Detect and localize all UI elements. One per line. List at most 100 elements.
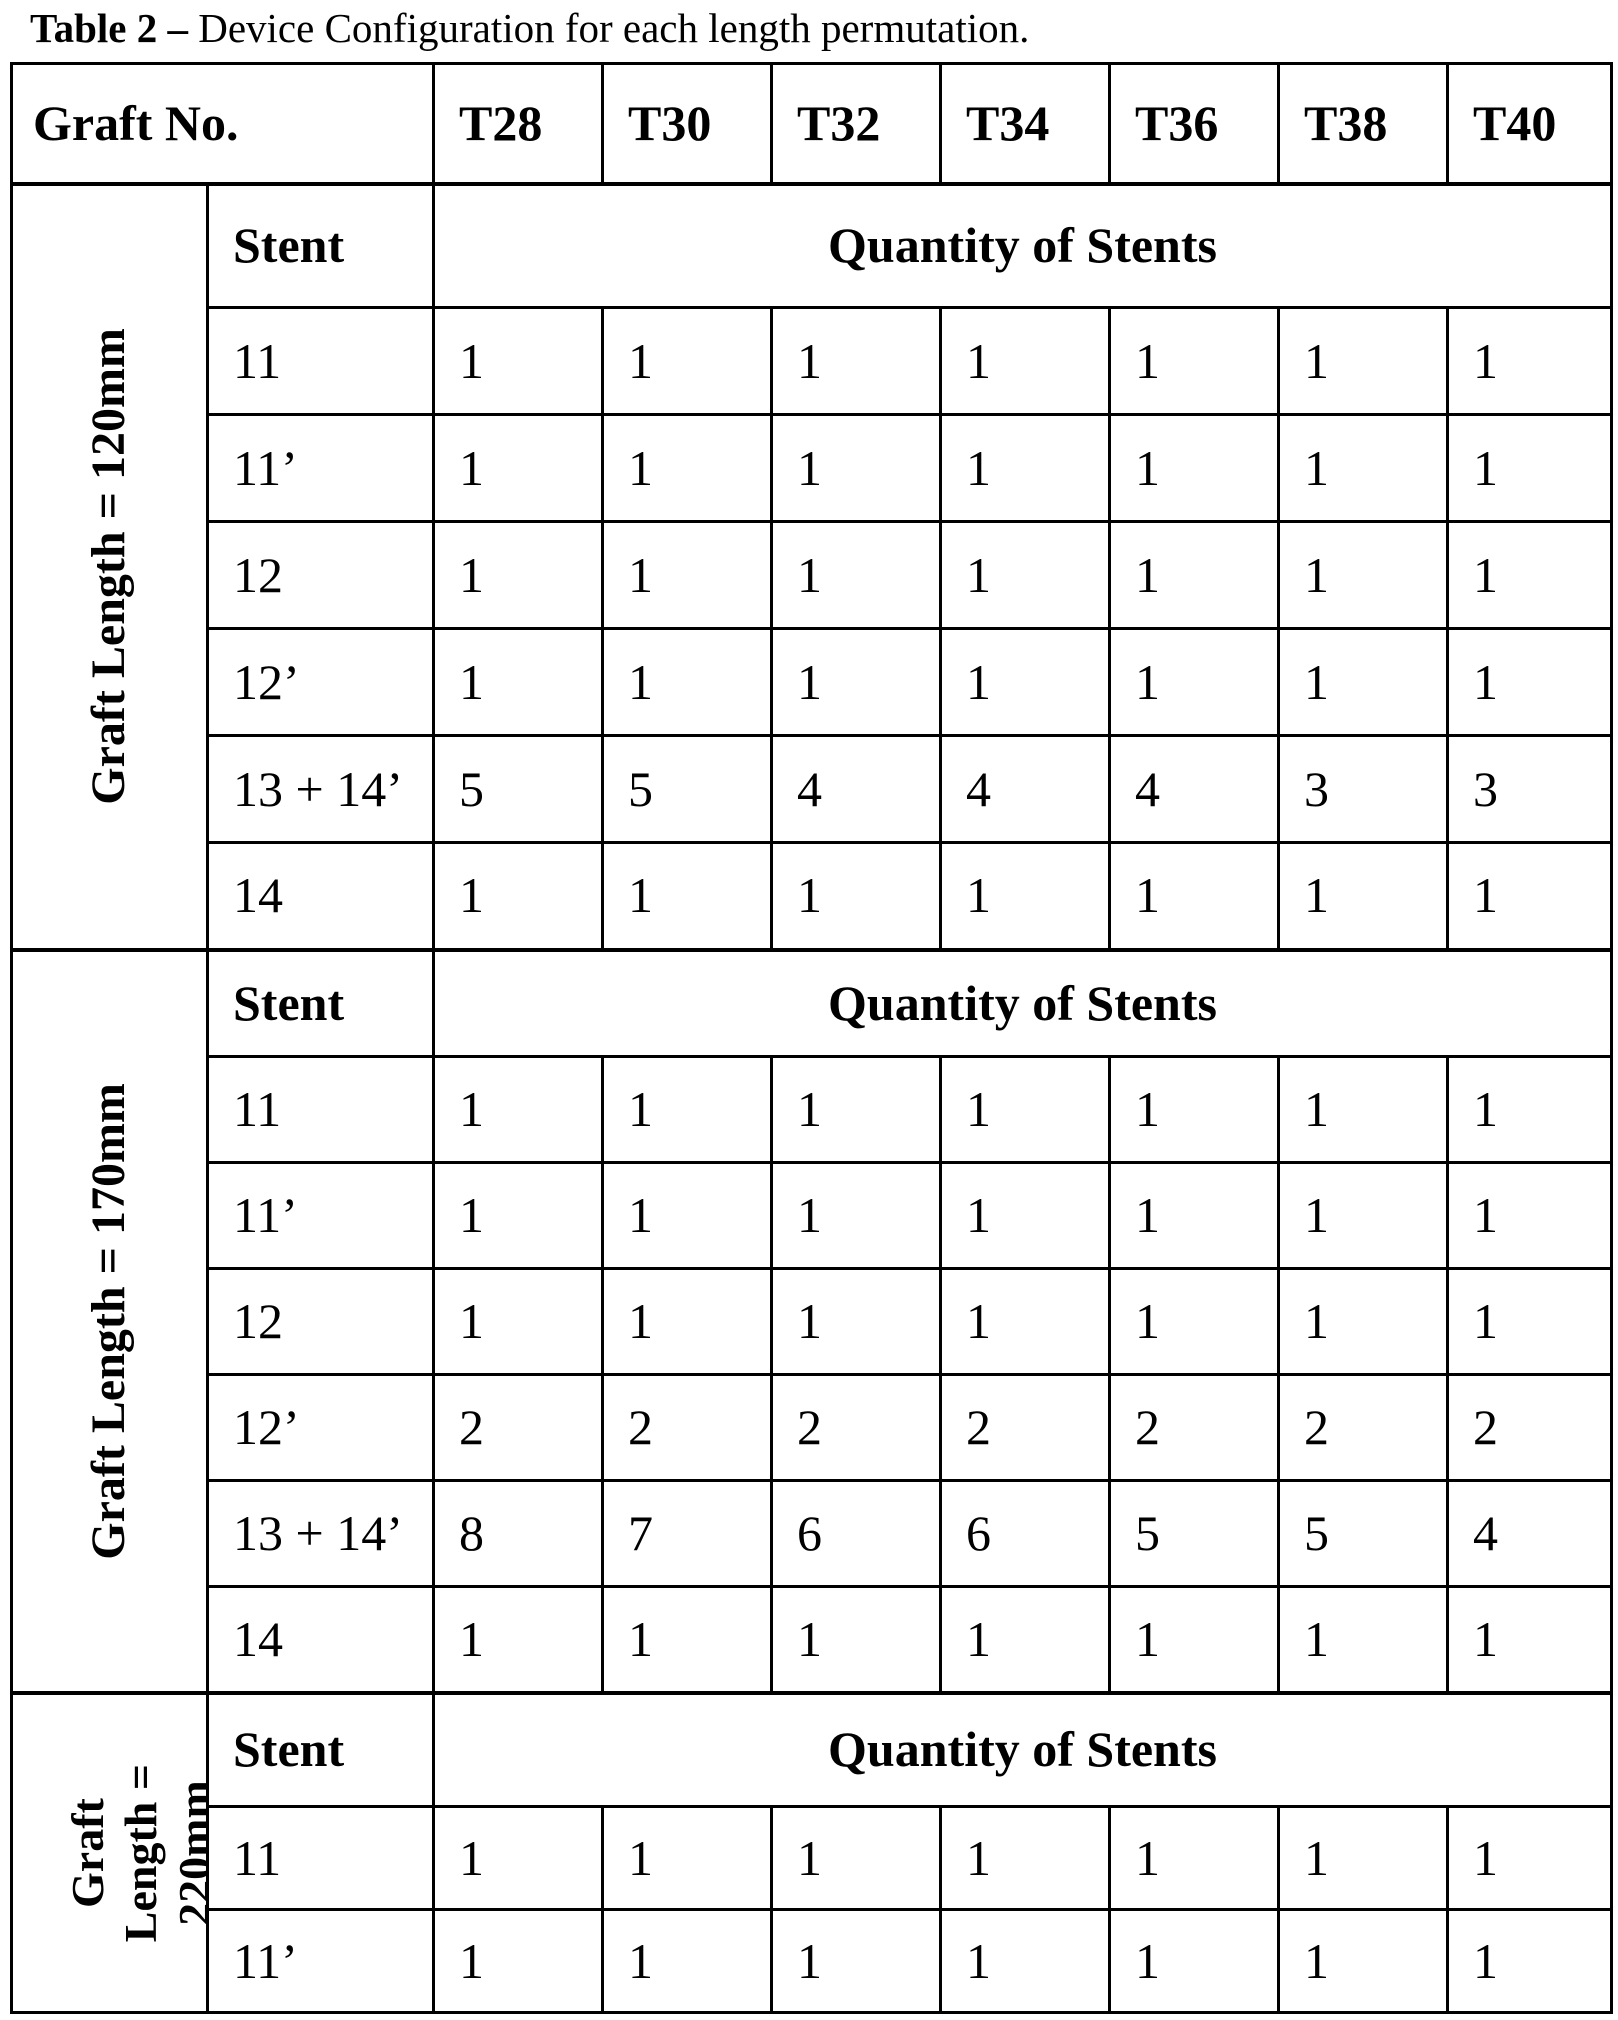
section-label-wrap: Graft Length = 170mm bbox=[15, 954, 205, 1690]
table-caption: Table 2 – Device Configuration for each … bbox=[30, 4, 1029, 52]
quantity-cell: 1 bbox=[1277, 413, 1449, 523]
quantity-cell: 1 bbox=[1108, 1585, 1280, 1694]
stent-column-header: Stent bbox=[206, 947, 435, 1058]
graft-col-header-t28: T28 bbox=[432, 62, 604, 186]
section-label-cell: Graft Length = 120mm bbox=[10, 181, 209, 951]
quantity-cell: 1 bbox=[770, 413, 942, 523]
quantity-cell: 6 bbox=[770, 1479, 942, 1588]
quantity-cell: 1 bbox=[1108, 841, 1280, 951]
stent-name-cell: 13 + 14’ bbox=[206, 1479, 435, 1588]
quantity-cell: 1 bbox=[601, 1805, 773, 1911]
stent-name-cell: 11 bbox=[206, 306, 435, 416]
stent-name-cell: 14 bbox=[206, 1585, 435, 1694]
graft-col-header-t32: T32 bbox=[770, 62, 942, 186]
table-row: 14 1 1 1 1 1 1 1 bbox=[12, 841, 1613, 951]
stent-name-cell: 13 + 14’ bbox=[206, 734, 435, 844]
quantity-cell: 1 bbox=[432, 1805, 604, 1911]
quantity-cell: 1 bbox=[770, 1805, 942, 1911]
table-row: 12 1 1 1 1 1 1 1 bbox=[12, 520, 1613, 630]
quantity-cell: 1 bbox=[432, 1161, 604, 1270]
table-row: 11’ 1 1 1 1 1 1 1 bbox=[12, 1161, 1613, 1270]
quantity-cell: 1 bbox=[1108, 627, 1280, 737]
table-row: 11 1 1 1 1 1 1 1 bbox=[12, 1055, 1613, 1164]
quantity-cell: 1 bbox=[601, 627, 773, 737]
quantity-cell: 8 bbox=[432, 1479, 604, 1588]
quantity-cell: 1 bbox=[1108, 1908, 1280, 2014]
quantity-cell: 3 bbox=[1277, 734, 1449, 844]
quantity-cell: 2 bbox=[1108, 1373, 1280, 1482]
quantity-cell: 1 bbox=[770, 520, 942, 630]
quantity-cell: 5 bbox=[601, 734, 773, 844]
quantity-cell: 1 bbox=[1277, 1055, 1449, 1164]
quantity-cell: 1 bbox=[770, 1908, 942, 2014]
quantity-cell: 1 bbox=[1108, 1055, 1280, 1164]
section-header-row: Graft Length = 220mm Stent Quantity of Ste… bbox=[10, 1690, 1613, 2014]
quantity-cell: 1 bbox=[1277, 1805, 1449, 1911]
quantity-cell: 1 bbox=[770, 1055, 942, 1164]
stent-name-cell: 12 bbox=[206, 520, 435, 630]
quantity-cell: 7 bbox=[601, 1479, 773, 1588]
quantity-cell: 1 bbox=[432, 1055, 604, 1164]
table-caption-text: Device Configuration for each length per… bbox=[187, 5, 1030, 51]
quantity-cell: 1 bbox=[1446, 627, 1613, 737]
stent-name-cell: 11’ bbox=[206, 1161, 435, 1270]
quantity-cell: 1 bbox=[939, 1267, 1111, 1376]
stent-name-cell: 11 bbox=[206, 1805, 435, 1911]
quantity-cell: 4 bbox=[939, 734, 1111, 844]
quantity-cell: 1 bbox=[601, 1055, 773, 1164]
quantity-cell: 6 bbox=[939, 1479, 1111, 1588]
quantity-cell: 1 bbox=[770, 306, 942, 416]
quantity-cell: 5 bbox=[1277, 1479, 1449, 1588]
quantity-cell: 1 bbox=[601, 520, 773, 630]
graft-no-header: Graft No. bbox=[10, 62, 435, 186]
quantity-cell: 1 bbox=[432, 1585, 604, 1694]
quantity-cell: 1 bbox=[939, 1055, 1111, 1164]
quantity-cell: 1 bbox=[1277, 1908, 1449, 2014]
quantity-cell: 1 bbox=[1108, 306, 1280, 416]
quantity-cell: 1 bbox=[1277, 1585, 1449, 1694]
quantity-cell: 1 bbox=[939, 413, 1111, 523]
table-row: 13 + 14’ 8 7 6 6 5 5 4 bbox=[12, 1479, 1613, 1588]
quantity-cell: 1 bbox=[770, 841, 942, 951]
quantity-cell: 1 bbox=[1446, 520, 1613, 630]
quantity-cell: 1 bbox=[1277, 627, 1449, 737]
stent-name-cell: 14 bbox=[206, 841, 435, 951]
quantity-cell: 1 bbox=[770, 1585, 942, 1694]
stent-column-header: Stent bbox=[206, 181, 435, 309]
quantity-cell: 4 bbox=[770, 734, 942, 844]
quantity-cell: 1 bbox=[939, 1805, 1111, 1911]
quantity-cell: 1 bbox=[601, 841, 773, 951]
quantity-cell: 1 bbox=[939, 1908, 1111, 2014]
stent-name-cell: 11’ bbox=[206, 1908, 435, 2014]
quantity-cell: 1 bbox=[1277, 306, 1449, 416]
section-label: Graft Length = 220mm bbox=[62, 1763, 206, 1942]
quantity-cell: 1 bbox=[432, 841, 604, 951]
stent-name-cell: 12’ bbox=[206, 627, 435, 737]
graft-col-header-t30: T30 bbox=[601, 62, 773, 186]
quantity-cell: 1 bbox=[1108, 1805, 1280, 1911]
quantity-cell: 1 bbox=[432, 1908, 604, 2014]
stent-column-header: Stent bbox=[206, 1690, 435, 1808]
quantity-cell: 1 bbox=[1446, 841, 1613, 951]
graft-col-header-t38: T38 bbox=[1277, 62, 1449, 186]
quantity-cell: 1 bbox=[601, 1267, 773, 1376]
quantity-of-stents-header: Quantity of Stents bbox=[432, 181, 1613, 309]
graft-col-header-t40: T40 bbox=[1446, 62, 1613, 186]
quantity-cell: 1 bbox=[939, 1585, 1111, 1694]
quantity-cell: 1 bbox=[770, 1161, 942, 1270]
quantity-cell: 1 bbox=[1446, 1908, 1613, 2014]
stent-name-cell: 11’ bbox=[206, 413, 435, 523]
quantity-cell: 3 bbox=[1446, 734, 1613, 844]
quantity-cell: 1 bbox=[1277, 1161, 1449, 1270]
quantity-cell: 1 bbox=[1108, 520, 1280, 630]
quantity-cell: 4 bbox=[1446, 1479, 1613, 1588]
quantity-cell: 1 bbox=[1446, 306, 1613, 416]
quantity-of-stents-header: Quantity of Stents bbox=[432, 947, 1613, 1058]
quantity-cell: 1 bbox=[432, 413, 604, 523]
stent-name-cell: 12 bbox=[206, 1267, 435, 1376]
quantity-cell: 1 bbox=[432, 627, 604, 737]
table-row: 12’ 2 2 2 2 2 2 2 bbox=[12, 1373, 1613, 1482]
quantity-cell: 1 bbox=[1446, 413, 1613, 523]
quantity-cell: 1 bbox=[601, 306, 773, 416]
quantity-cell: 2 bbox=[601, 1373, 773, 1482]
